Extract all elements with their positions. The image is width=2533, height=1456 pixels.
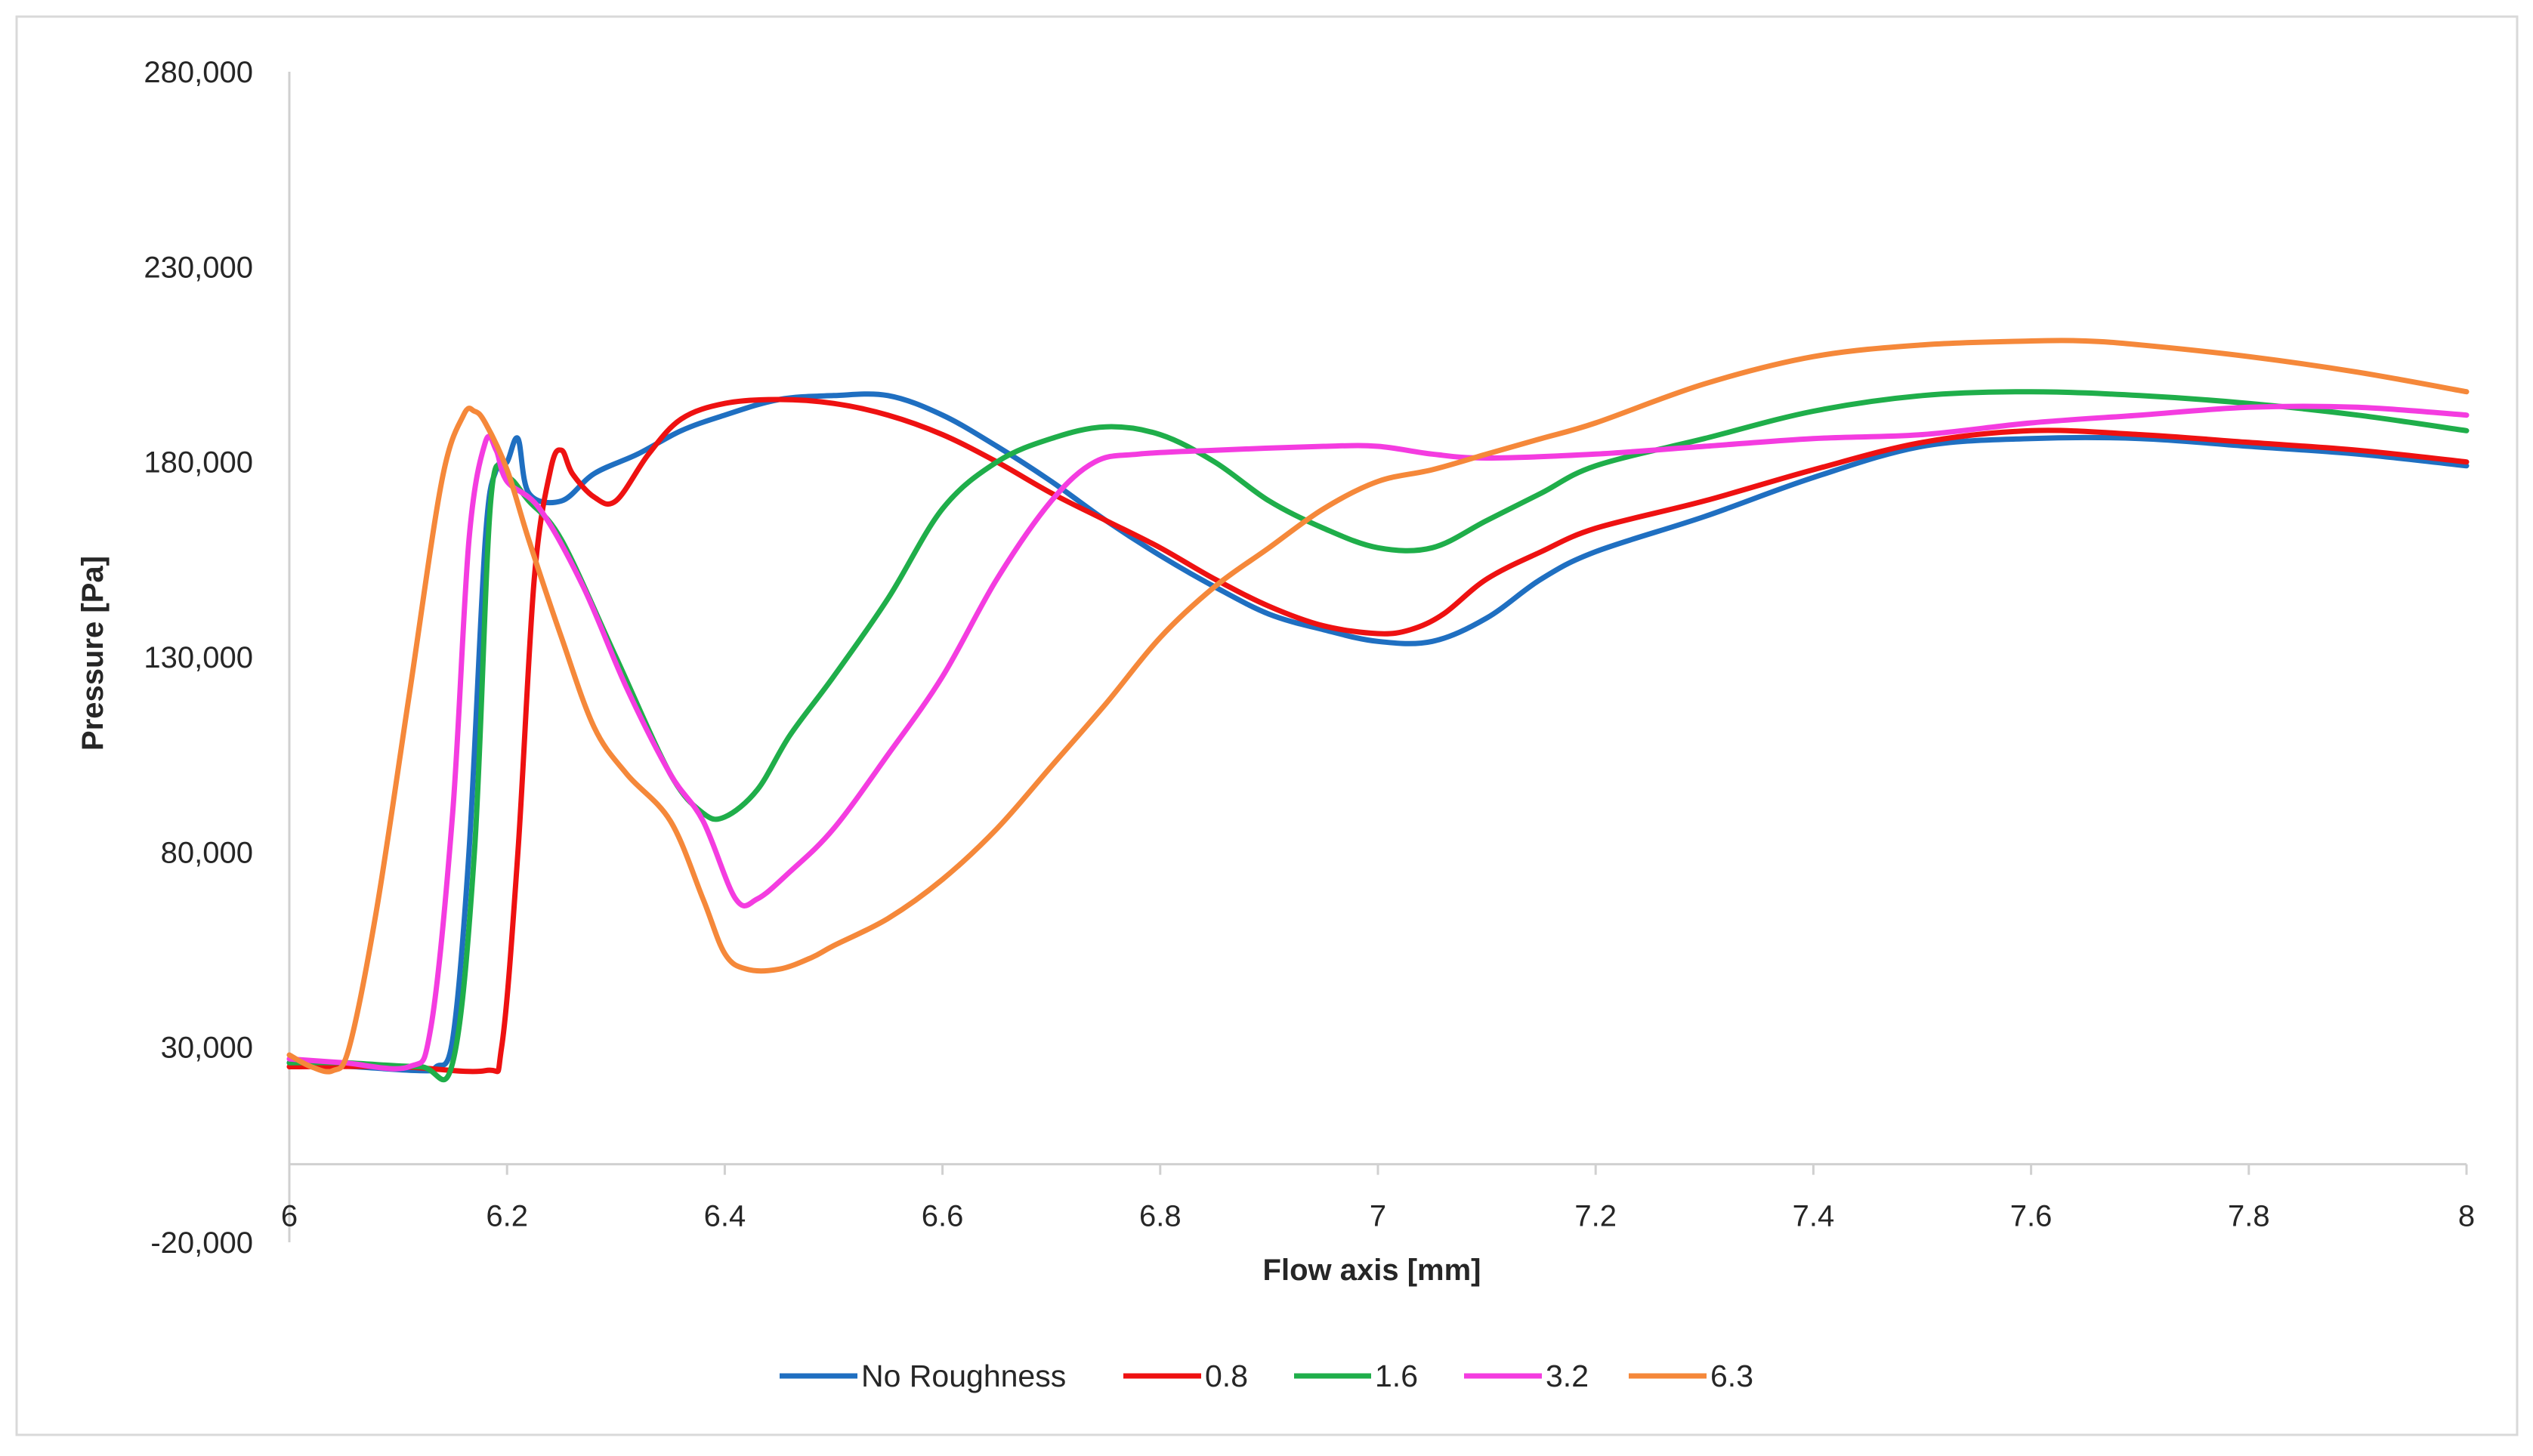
plot-area xyxy=(286,338,2470,1083)
legend-label: 6.3 xyxy=(1710,1359,1753,1393)
x-tick-label: 6.2 xyxy=(486,1200,528,1233)
x-tick-label: 7.2 xyxy=(1574,1200,1617,1233)
legend-label: 3.2 xyxy=(1546,1359,1589,1393)
chart-border xyxy=(15,15,2519,1436)
y-tick-label: 180,000 xyxy=(144,446,253,480)
x-tick-label: 6 xyxy=(281,1200,298,1233)
legend-label: No Roughness xyxy=(861,1359,1066,1393)
x-axis-title: Flow axis [mm] xyxy=(1263,1254,1481,1287)
x-tick-label: 6.8 xyxy=(1139,1200,1182,1233)
x-tick-label: 7.6 xyxy=(2010,1200,2053,1233)
y-tick-label: -20,000 xyxy=(150,1226,253,1260)
series-line-2 xyxy=(286,389,2470,1083)
x-tick-label: 6.6 xyxy=(922,1200,964,1233)
series-line-0 xyxy=(286,391,2470,1074)
y-tick-label: 130,000 xyxy=(144,641,253,674)
series-line-3 xyxy=(286,403,2470,1072)
y-tick-label: 30,000 xyxy=(161,1032,253,1065)
legend: No Roughness 0.8 1.6 3.2 6.3 xyxy=(780,1359,1753,1393)
y-axis: -20,000 30,000 80,000 130,000 180,000 230,000… xyxy=(144,56,291,1260)
y-tick-label: 230,000 xyxy=(144,251,253,284)
legend-label: 0.8 xyxy=(1205,1359,1248,1393)
y-tick-label: 80,000 xyxy=(161,836,253,869)
legend-label: 1.6 xyxy=(1375,1359,1418,1393)
x-tick-label: 6.4 xyxy=(704,1200,746,1233)
x-tick-label: 7 xyxy=(1370,1200,1386,1233)
y-axis-title: Pressure [Pa] xyxy=(76,556,110,751)
x-tick-label: 7.8 xyxy=(2228,1200,2270,1233)
x-axis: 6 6.2 6.4 6.6 6.8 7 7.2 7.4 7.6 7.8 8 xyxy=(281,1163,2475,1233)
series-line-1 xyxy=(286,396,2470,1075)
series-line-4 xyxy=(286,338,2470,1075)
x-tick-label: 8 xyxy=(2458,1200,2475,1233)
x-tick-label: 7.4 xyxy=(1793,1200,1835,1233)
y-tick-label: 280,000 xyxy=(144,56,253,89)
